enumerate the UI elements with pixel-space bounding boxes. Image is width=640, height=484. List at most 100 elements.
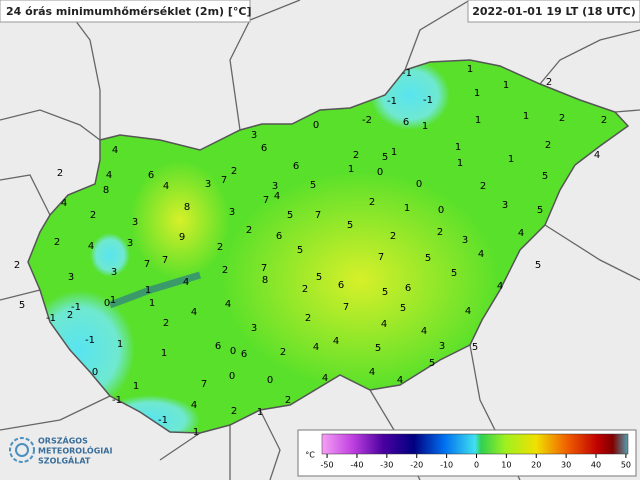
station-value: 0	[92, 367, 98, 378]
logo-line: METEOROLÓGIAI	[38, 445, 112, 456]
station-value: 1	[149, 298, 155, 309]
station-value: 4	[518, 228, 524, 239]
station-value: 2	[390, 231, 396, 242]
station-value: 1	[422, 121, 428, 132]
station-value: 2	[305, 313, 311, 324]
station-value: -1	[46, 313, 56, 324]
station-value: 3	[229, 207, 235, 218]
station-value: 2	[437, 227, 443, 238]
station-value: -1	[402, 68, 412, 79]
station-value: 5	[297, 245, 303, 256]
station-value: 3	[251, 323, 257, 334]
station-value: 4	[465, 306, 471, 317]
station-value: 3	[251, 130, 257, 141]
station-value: 1	[145, 285, 151, 296]
station-value: 5	[542, 171, 548, 182]
station-value: 2	[302, 284, 308, 295]
station-value: 2	[369, 197, 375, 208]
station-value: 3	[111, 267, 117, 278]
station-value: 3	[272, 181, 278, 192]
station-value: 7	[221, 175, 227, 186]
colorbar-tick-label: 20	[531, 461, 541, 470]
station-value: 4	[397, 375, 403, 386]
station-value: 1	[457, 158, 463, 169]
station-value: 1	[467, 64, 473, 75]
station-value: 7	[261, 263, 267, 274]
colorbar-tick-label: -50	[321, 461, 334, 470]
station-value: 3	[462, 235, 468, 246]
colorbar-tick-label: -40	[350, 461, 363, 470]
station-value: 4	[106, 170, 112, 181]
station-value: 6	[405, 283, 411, 294]
station-value: 8	[262, 275, 268, 286]
station-value: 2	[222, 265, 228, 276]
station-value: 4	[497, 281, 503, 292]
station-value: -1	[112, 395, 122, 406]
lake	[108, 271, 202, 309]
station-value: 4	[322, 373, 328, 384]
station-value: 1	[404, 203, 410, 214]
station-value: 3	[68, 272, 74, 283]
station-value: 2	[480, 181, 486, 192]
station-value: 2	[90, 210, 96, 221]
station-value: 4	[183, 277, 189, 288]
logo: ORSZÁGOS METEOROLÓGIAI SZOLGÁLAT	[9, 435, 112, 466]
station-value: 5	[535, 260, 541, 271]
station-value: 7	[315, 210, 321, 221]
station-value: 9	[179, 232, 185, 243]
station-value: 5	[382, 287, 388, 298]
logo-line: SZOLGÁLAT	[38, 455, 91, 466]
station-value: 1	[508, 154, 514, 165]
logo-line: ORSZÁGOS	[38, 435, 88, 446]
station-value: -2	[362, 115, 372, 126]
station-value: 2	[353, 150, 359, 161]
station-value: 6	[276, 231, 282, 242]
station-value: 1	[133, 381, 139, 392]
station-value: 0	[267, 375, 273, 386]
station-value: 0	[438, 205, 444, 216]
colorbar-ticks: -50 -40 -30 -20 -10 0 10 20 30 40 50	[321, 454, 631, 470]
station-value: 0	[229, 371, 235, 382]
station-value: 1	[348, 164, 354, 175]
station-value: 5	[287, 210, 293, 221]
station-value: 4	[313, 342, 319, 353]
colorbar-tick-label: -30	[380, 461, 393, 470]
station-value: -1	[158, 415, 168, 426]
station-value: 4	[333, 336, 339, 347]
station-value: 6	[261, 143, 267, 154]
station-value: 1	[475, 115, 481, 126]
station-value: 4	[225, 299, 231, 310]
colorbar-tick-label: 10	[501, 461, 511, 470]
station-value: 2	[14, 260, 20, 271]
station-value: 6	[215, 341, 221, 352]
station-value: 2	[280, 347, 286, 358]
station-value: 5	[347, 220, 353, 231]
station-value: 2	[545, 140, 551, 151]
station-value: 5	[451, 268, 457, 279]
station-value: 1	[503, 80, 509, 91]
station-value: 3	[502, 200, 508, 211]
station-value: 3	[205, 179, 211, 190]
station-value: 0	[230, 346, 236, 357]
station-value: 7	[144, 259, 150, 270]
station-value: 0	[104, 298, 110, 309]
time-box	[467, 0, 640, 23]
station-value: 7	[201, 379, 207, 390]
station-value: 4	[191, 400, 197, 411]
station-value: 1	[474, 88, 480, 99]
station-value: 2	[246, 225, 252, 236]
station-value: 4	[421, 326, 427, 337]
station-value: 4	[163, 181, 169, 192]
timestamp: 2022-01-01 19 LT (18 UTC)	[472, 5, 636, 18]
station-value: 5	[382, 152, 388, 163]
station-value: 5	[400, 303, 406, 314]
station-value: 5	[316, 272, 322, 283]
station-value: 1	[455, 142, 461, 153]
station-value: 0	[416, 179, 422, 190]
colorbar-unit: °C	[305, 451, 315, 460]
station-value: 1	[117, 339, 123, 350]
station-value: 1	[391, 147, 397, 158]
station-value: 7	[343, 302, 349, 313]
